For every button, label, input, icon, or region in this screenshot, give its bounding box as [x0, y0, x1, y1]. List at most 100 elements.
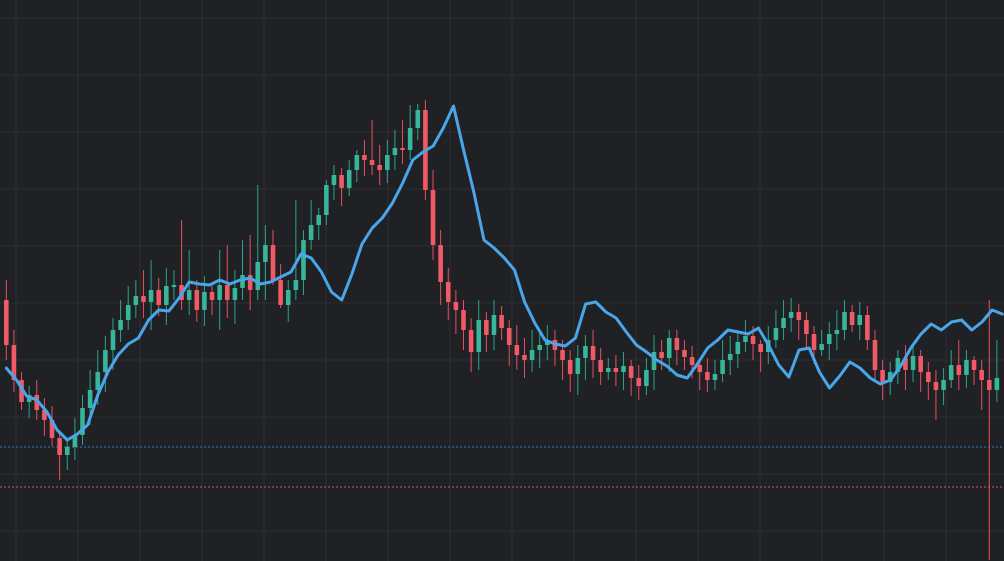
candle-up [407, 128, 413, 150]
candle-down [986, 380, 992, 390]
candle-up [743, 336, 748, 342]
candle-up [110, 330, 116, 350]
candle-down [194, 290, 200, 310]
candle-down [811, 334, 817, 350]
candle-down [865, 315, 870, 340]
candle-down [514, 345, 520, 355]
candle-up [712, 374, 718, 380]
candle-up [583, 346, 588, 358]
candle-down [484, 320, 489, 335]
candle-down [971, 360, 977, 370]
candle-down [506, 328, 512, 345]
candle-down [560, 350, 565, 360]
candle-up [842, 312, 847, 330]
candle-down [278, 280, 283, 305]
candle-up [910, 356, 916, 370]
candle-up [263, 245, 268, 262]
candle-up [385, 155, 390, 170]
candle-up [826, 334, 832, 344]
candle-up [781, 318, 786, 328]
candle-up [621, 366, 626, 372]
candle-up [720, 360, 725, 374]
candle-up [476, 320, 482, 352]
candle-up [164, 286, 169, 305]
candle-up [735, 342, 741, 354]
candle-down [933, 382, 939, 390]
candle-up [285, 290, 291, 305]
candle-up [232, 288, 238, 300]
candle-up [103, 350, 108, 372]
candle-down [636, 378, 642, 386]
candle-up [240, 275, 245, 288]
candle-up [529, 350, 535, 360]
candle-down [453, 302, 459, 310]
reference-lines [0, 446, 1004, 488]
candle-up [819, 344, 824, 350]
candle-up [217, 285, 222, 300]
candle-down [362, 155, 367, 160]
candle-down [468, 330, 474, 352]
candle-down [377, 165, 382, 170]
candle-down [750, 336, 756, 344]
candle-down [461, 310, 466, 330]
candle-up [857, 315, 863, 325]
candle-down [979, 370, 984, 380]
candle-up [95, 372, 101, 390]
candle-up [331, 175, 337, 185]
candle-up [773, 328, 779, 340]
candle-down [628, 366, 634, 378]
candle-down [590, 346, 596, 360]
candle-up [575, 358, 581, 374]
candle-down [369, 160, 375, 165]
candle-up [186, 290, 192, 300]
candle-down [11, 345, 17, 380]
candle-down [796, 312, 802, 320]
candle-up [72, 435, 78, 447]
candle-up [491, 315, 497, 335]
candle-up [118, 320, 123, 330]
candle-down [270, 245, 276, 280]
candle-down [156, 290, 161, 305]
candle-up [87, 390, 93, 408]
candle-down [872, 340, 878, 370]
candle-up [255, 262, 261, 290]
candle-down [705, 372, 710, 380]
candle-down [522, 355, 527, 360]
candle-up [148, 290, 154, 302]
candle-down [567, 360, 573, 374]
candle-down [758, 344, 763, 352]
candle-up [727, 354, 733, 360]
candle-up [941, 380, 946, 390]
candle-up [133, 296, 139, 305]
candle-down [659, 352, 664, 358]
candle-down [438, 245, 443, 282]
candle-up [666, 338, 672, 358]
candle-down [4, 300, 9, 345]
candle-down [956, 365, 962, 375]
candles [4, 100, 1000, 560]
candle-down [57, 438, 62, 455]
candle-down [499, 315, 504, 328]
candle-up [605, 368, 611, 372]
candle-down [804, 320, 809, 334]
candle-up [202, 292, 207, 310]
candle-down [674, 338, 680, 350]
candle-up [948, 365, 954, 380]
candle-down [689, 357, 695, 365]
candle-up [964, 360, 969, 375]
candle-down [141, 296, 146, 302]
candle-down [697, 365, 703, 372]
candle-up [301, 240, 306, 280]
candle-up [171, 285, 177, 287]
candle-down [224, 285, 230, 300]
candle-down [400, 148, 405, 150]
candle-down [430, 190, 436, 245]
candle-down [682, 350, 687, 357]
candle-down [445, 282, 451, 302]
candle-up [834, 330, 840, 334]
candle-down [880, 370, 885, 382]
candle-down [209, 292, 215, 300]
candle-down [849, 312, 855, 325]
